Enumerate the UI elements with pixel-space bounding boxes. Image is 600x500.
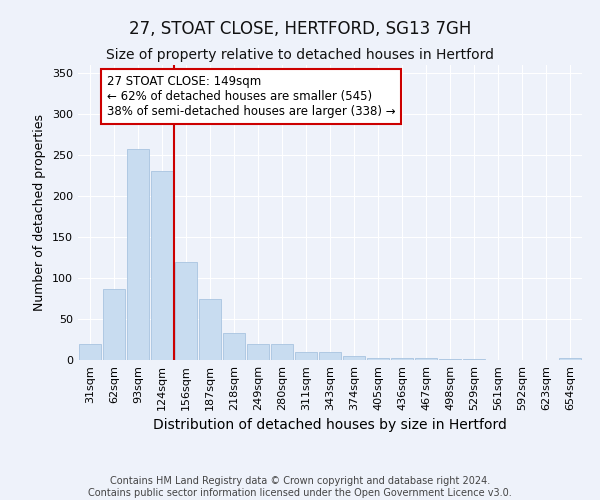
Text: Size of property relative to detached houses in Hertford: Size of property relative to detached ho… <box>106 48 494 62</box>
Bar <box>79 344 101 360</box>
Bar <box>391 358 413 360</box>
Text: 27, STOAT CLOSE, HERTFORD, SG13 7GH: 27, STOAT CLOSE, HERTFORD, SG13 7GH <box>129 20 471 38</box>
Text: Contains HM Land Registry data © Crown copyright and database right 2024.
Contai: Contains HM Land Registry data © Crown c… <box>88 476 512 498</box>
X-axis label: Distribution of detached houses by size in Hertford: Distribution of detached houses by size … <box>153 418 507 432</box>
Bar <box>559 358 581 360</box>
Bar <box>175 262 197 360</box>
Bar <box>271 344 293 360</box>
Bar <box>367 358 389 360</box>
Bar <box>343 356 365 360</box>
Bar <box>223 333 245 360</box>
Y-axis label: Number of detached properties: Number of detached properties <box>34 114 46 311</box>
Bar <box>127 150 149 360</box>
Text: 27 STOAT CLOSE: 149sqm
← 62% of detached houses are smaller (545)
38% of semi-de: 27 STOAT CLOSE: 149sqm ← 62% of detached… <box>107 75 395 118</box>
Bar <box>103 288 125 360</box>
Bar <box>463 359 485 360</box>
Bar <box>151 170 173 360</box>
Bar <box>319 352 341 360</box>
Bar <box>415 358 437 360</box>
Bar <box>199 298 221 360</box>
Bar <box>295 352 317 360</box>
Bar <box>247 344 269 360</box>
Bar <box>439 359 461 360</box>
